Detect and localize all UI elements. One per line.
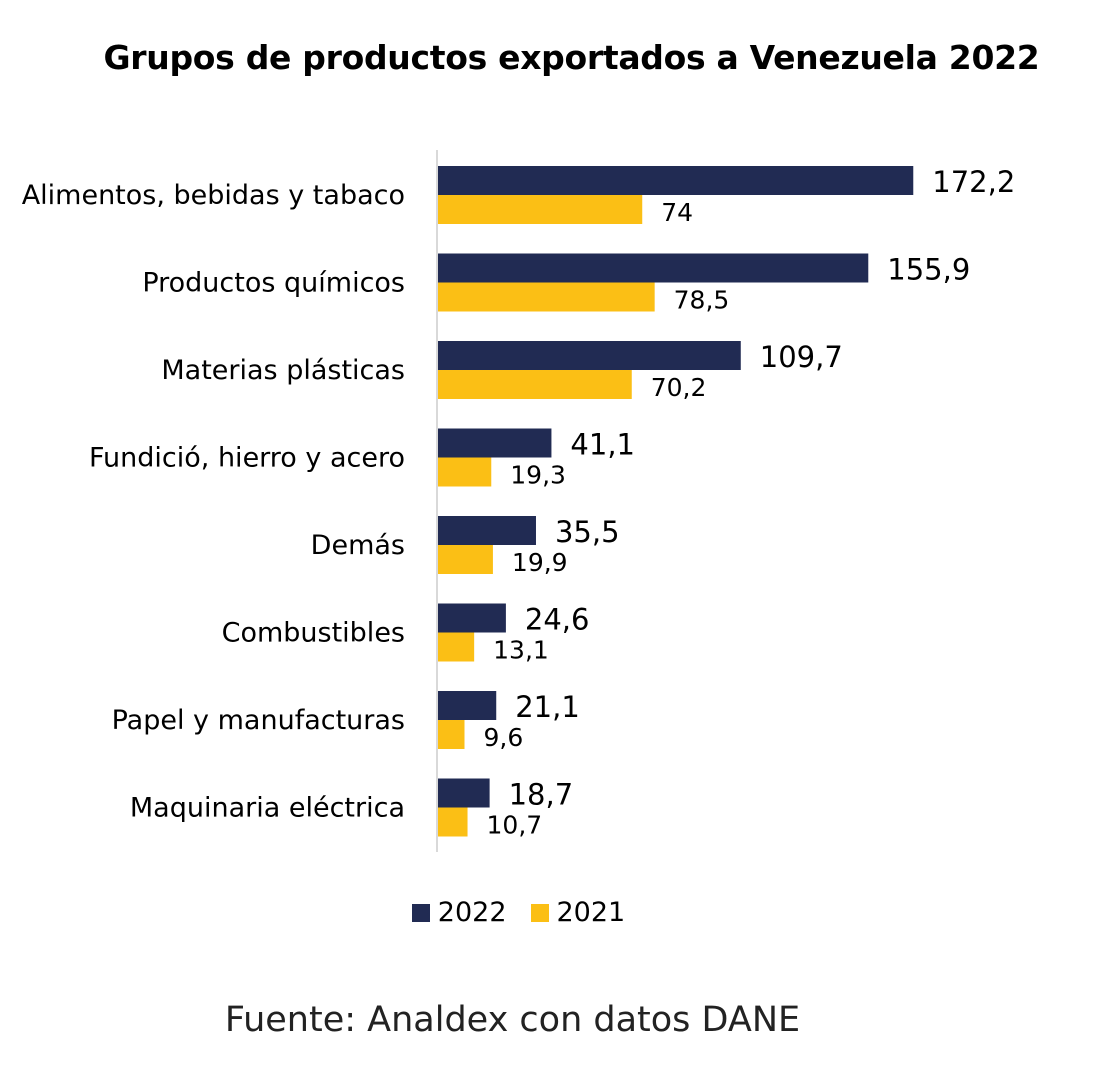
bar-2022-3 [438, 428, 552, 458]
legend-label-2021: 2021 [556, 897, 626, 928]
category-label-1: Productos químicos [142, 268, 405, 299]
bar-2022-4 [438, 516, 536, 545]
data-label-2022-0: 172,2 [932, 165, 1015, 199]
category-label-7: Maquinaria eléctrica [130, 793, 405, 824]
bar-2021-6 [438, 720, 465, 749]
data-label-2022-5: 24,6 [525, 603, 590, 637]
category-label-2: Materias plásticas [161, 355, 405, 386]
bar-2022-7 [438, 778, 490, 808]
bar-2022-6 [438, 691, 497, 720]
bar-2021-4 [438, 545, 493, 574]
legend-swatch-2022 [411, 903, 430, 922]
data-label-2022-6: 21,1 [515, 690, 580, 724]
source-note: Fuente: Analdex con datos DANE [224, 1000, 801, 1040]
data-label-2021-2: 70,2 [651, 373, 707, 402]
data-label-2021-7: 10,7 [487, 811, 543, 840]
category-label-5: Combustibles [222, 618, 405, 649]
bar-2021-2 [438, 370, 632, 399]
category-label-0: Alimentos, bebidas y tabaco [22, 180, 405, 211]
bar-2021-5 [438, 632, 475, 662]
bar-2021-1 [438, 282, 655, 312]
data-label-2022-3: 41,1 [570, 428, 635, 462]
category-label-6: Papel y manufacturas [112, 705, 405, 736]
legend-item-2022: 2022 [411, 897, 507, 928]
legend-swatch-2021 [530, 903, 549, 922]
legend-item-2021: 2021 [530, 897, 626, 928]
data-label-2022-2: 109,7 [760, 340, 843, 374]
bar-2022-5 [438, 603, 506, 633]
bar-2021-7 [438, 807, 468, 837]
data-label-2021-4: 19,9 [512, 548, 568, 577]
data-label-2021-6: 9,6 [483, 723, 523, 752]
bar-2022-0 [438, 166, 914, 195]
category-label-3: Fundició, hierro y acero [89, 443, 405, 474]
data-label-2021-0: 74 [661, 198, 693, 227]
data-label-2022-1: 155,9 [887, 253, 970, 287]
bar-2021-3 [438, 457, 492, 487]
data-label-2021-5: 13,1 [493, 636, 549, 665]
data-label-2022-7: 18,7 [509, 778, 574, 812]
data-label-2021-1: 78,5 [674, 286, 730, 315]
bar-2022-2 [438, 341, 741, 370]
category-label-4: Demás [311, 530, 405, 561]
bar-2022-1 [438, 253, 869, 283]
bar-2021-0 [438, 195, 643, 224]
data-label-2022-4: 35,5 [555, 515, 620, 549]
chart-legend: 2022 2021 [0, 897, 1037, 928]
legend-label-2022: 2022 [437, 897, 507, 928]
chart-title: Grupos de productos exportados a Venezue… [103, 38, 1040, 77]
data-label-2021-3: 19,3 [510, 461, 566, 490]
